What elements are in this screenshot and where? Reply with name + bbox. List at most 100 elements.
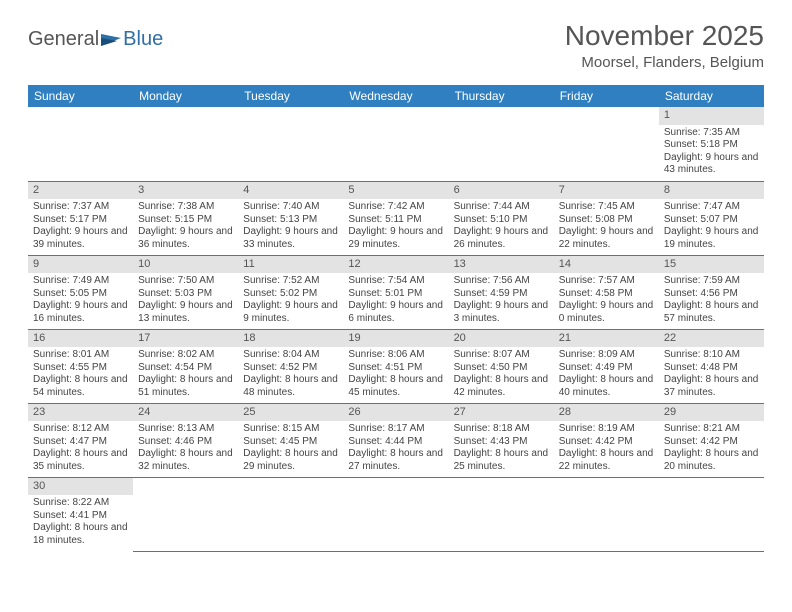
daylight-text: Daylight: 9 hours and 36 minutes. <box>138 226 233 251</box>
sunset-text: Sunset: 5:01 PM <box>348 288 443 301</box>
day-number: 28 <box>554 404 659 422</box>
day-number: 1 <box>659 107 764 125</box>
day-number: 19 <box>343 330 448 348</box>
calendar-empty-cell <box>554 107 659 181</box>
day-header: Tuesday <box>238 85 343 107</box>
day-number: 20 <box>449 330 554 348</box>
daylight-text: Daylight: 8 hours and 42 minutes. <box>454 374 549 399</box>
day-details: Sunrise: 8:06 AMSunset: 4:51 PMDaylight:… <box>343 347 448 402</box>
logo-text-2: Blue <box>123 28 163 51</box>
daylight-text: Daylight: 9 hours and 13 minutes. <box>138 300 233 325</box>
day-number: 17 <box>133 330 238 348</box>
calendar-day-cell: 21Sunrise: 8:09 AMSunset: 4:49 PMDayligh… <box>554 329 659 403</box>
day-details: Sunrise: 7:35 AMSunset: 5:18 PMDaylight:… <box>659 125 764 180</box>
day-number: 16 <box>28 330 133 348</box>
day-header: Friday <box>554 85 659 107</box>
day-details: Sunrise: 8:09 AMSunset: 4:49 PMDaylight:… <box>554 347 659 402</box>
calendar-week-row: 30Sunrise: 8:22 AMSunset: 4:41 PMDayligh… <box>28 477 764 551</box>
daylight-text: Daylight: 9 hours and 33 minutes. <box>243 226 338 251</box>
sunset-text: Sunset: 5:02 PM <box>243 288 338 301</box>
sunrise-text: Sunrise: 8:09 AM <box>559 349 654 362</box>
daylight-text: Daylight: 8 hours and 20 minutes. <box>664 448 759 473</box>
sunrise-text: Sunrise: 7:50 AM <box>138 275 233 288</box>
calendar-empty-cell <box>449 107 554 181</box>
daylight-text: Daylight: 8 hours and 32 minutes. <box>138 448 233 473</box>
calendar-day-cell: 11Sunrise: 7:52 AMSunset: 5:02 PMDayligh… <box>238 255 343 329</box>
sunset-text: Sunset: 4:55 PM <box>33 362 128 375</box>
day-details: Sunrise: 8:01 AMSunset: 4:55 PMDaylight:… <box>28 347 133 402</box>
calendar-day-cell: 30Sunrise: 8:22 AMSunset: 4:41 PMDayligh… <box>28 477 133 551</box>
day-details: Sunrise: 7:45 AMSunset: 5:08 PMDaylight:… <box>554 199 659 254</box>
calendar-week-row: 9Sunrise: 7:49 AMSunset: 5:05 PMDaylight… <box>28 255 764 329</box>
day-number: 24 <box>133 404 238 422</box>
day-number: 22 <box>659 330 764 348</box>
calendar-empty-cell <box>343 107 448 181</box>
day-number: 5 <box>343 182 448 200</box>
daylight-text: Daylight: 8 hours and 35 minutes. <box>33 448 128 473</box>
sunrise-text: Sunrise: 7:45 AM <box>559 201 654 214</box>
daylight-text: Daylight: 9 hours and 29 minutes. <box>348 226 443 251</box>
calendar-day-cell: 24Sunrise: 8:13 AMSunset: 4:46 PMDayligh… <box>133 403 238 477</box>
sunset-text: Sunset: 4:42 PM <box>664 436 759 449</box>
sunset-text: Sunset: 4:58 PM <box>559 288 654 301</box>
day-header: Thursday <box>449 85 554 107</box>
day-details: Sunrise: 8:17 AMSunset: 4:44 PMDaylight:… <box>343 421 448 476</box>
day-details: Sunrise: 7:57 AMSunset: 4:58 PMDaylight:… <box>554 273 659 328</box>
calendar-empty-cell <box>554 477 659 551</box>
day-details: Sunrise: 7:40 AMSunset: 5:13 PMDaylight:… <box>238 199 343 254</box>
day-number: 15 <box>659 256 764 274</box>
sunrise-text: Sunrise: 7:52 AM <box>243 275 338 288</box>
sunset-text: Sunset: 4:44 PM <box>348 436 443 449</box>
sunset-text: Sunset: 5:15 PM <box>138 214 233 227</box>
calendar-week-row: 2Sunrise: 7:37 AMSunset: 5:17 PMDaylight… <box>28 181 764 255</box>
sunset-text: Sunset: 5:13 PM <box>243 214 338 227</box>
calendar-day-cell: 17Sunrise: 8:02 AMSunset: 4:54 PMDayligh… <box>133 329 238 403</box>
calendar-empty-cell <box>133 477 238 551</box>
sunrise-text: Sunrise: 7:47 AM <box>664 201 759 214</box>
day-number: 4 <box>238 182 343 200</box>
calendar-table: Sunday Monday Tuesday Wednesday Thursday… <box>28 85 764 552</box>
daylight-text: Daylight: 9 hours and 9 minutes. <box>243 300 338 325</box>
sunrise-text: Sunrise: 8:02 AM <box>138 349 233 362</box>
sunrise-text: Sunrise: 8:18 AM <box>454 423 549 436</box>
sunset-text: Sunset: 5:10 PM <box>454 214 549 227</box>
sunset-text: Sunset: 4:46 PM <box>138 436 233 449</box>
calendar-document: General Blue November 2025 Moorsel, Flan… <box>0 0 792 562</box>
sunrise-text: Sunrise: 7:37 AM <box>33 201 128 214</box>
sunset-text: Sunset: 4:42 PM <box>559 436 654 449</box>
sunrise-text: Sunrise: 8:06 AM <box>348 349 443 362</box>
calendar-empty-cell <box>133 107 238 181</box>
sunset-text: Sunset: 4:54 PM <box>138 362 233 375</box>
day-number: 26 <box>343 404 448 422</box>
calendar-day-cell: 10Sunrise: 7:50 AMSunset: 5:03 PMDayligh… <box>133 255 238 329</box>
daylight-text: Daylight: 9 hours and 19 minutes. <box>664 226 759 251</box>
daylight-text: Daylight: 9 hours and 39 minutes. <box>33 226 128 251</box>
day-details: Sunrise: 7:37 AMSunset: 5:17 PMDaylight:… <box>28 199 133 254</box>
sunset-text: Sunset: 4:48 PM <box>664 362 759 375</box>
day-number: 30 <box>28 478 133 496</box>
calendar-day-cell: 3Sunrise: 7:38 AMSunset: 5:15 PMDaylight… <box>133 181 238 255</box>
document-header: General Blue November 2025 Moorsel, Flan… <box>28 20 764 71</box>
sunset-text: Sunset: 5:11 PM <box>348 214 443 227</box>
day-number: 25 <box>238 404 343 422</box>
calendar-day-cell: 15Sunrise: 7:59 AMSunset: 4:56 PMDayligh… <box>659 255 764 329</box>
calendar-week-row: 16Sunrise: 8:01 AMSunset: 4:55 PMDayligh… <box>28 329 764 403</box>
day-number: 7 <box>554 182 659 200</box>
calendar-week-row: 1Sunrise: 7:35 AMSunset: 5:18 PMDaylight… <box>28 107 764 181</box>
day-details: Sunrise: 7:54 AMSunset: 5:01 PMDaylight:… <box>343 273 448 328</box>
sunrise-text: Sunrise: 7:38 AM <box>138 201 233 214</box>
day-details: Sunrise: 8:13 AMSunset: 4:46 PMDaylight:… <box>133 421 238 476</box>
sunset-text: Sunset: 5:05 PM <box>33 288 128 301</box>
day-details: Sunrise: 8:10 AMSunset: 4:48 PMDaylight:… <box>659 347 764 402</box>
calendar-day-cell: 18Sunrise: 8:04 AMSunset: 4:52 PMDayligh… <box>238 329 343 403</box>
sunrise-text: Sunrise: 7:44 AM <box>454 201 549 214</box>
daylight-text: Daylight: 9 hours and 22 minutes. <box>559 226 654 251</box>
day-details: Sunrise: 8:04 AMSunset: 4:52 PMDaylight:… <box>238 347 343 402</box>
sunset-text: Sunset: 4:51 PM <box>348 362 443 375</box>
day-details: Sunrise: 8:18 AMSunset: 4:43 PMDaylight:… <box>449 421 554 476</box>
sunrise-text: Sunrise: 7:42 AM <box>348 201 443 214</box>
day-details: Sunrise: 8:02 AMSunset: 4:54 PMDaylight:… <box>133 347 238 402</box>
day-number: 23 <box>28 404 133 422</box>
day-header: Saturday <box>659 85 764 107</box>
sunset-text: Sunset: 5:18 PM <box>664 139 759 152</box>
